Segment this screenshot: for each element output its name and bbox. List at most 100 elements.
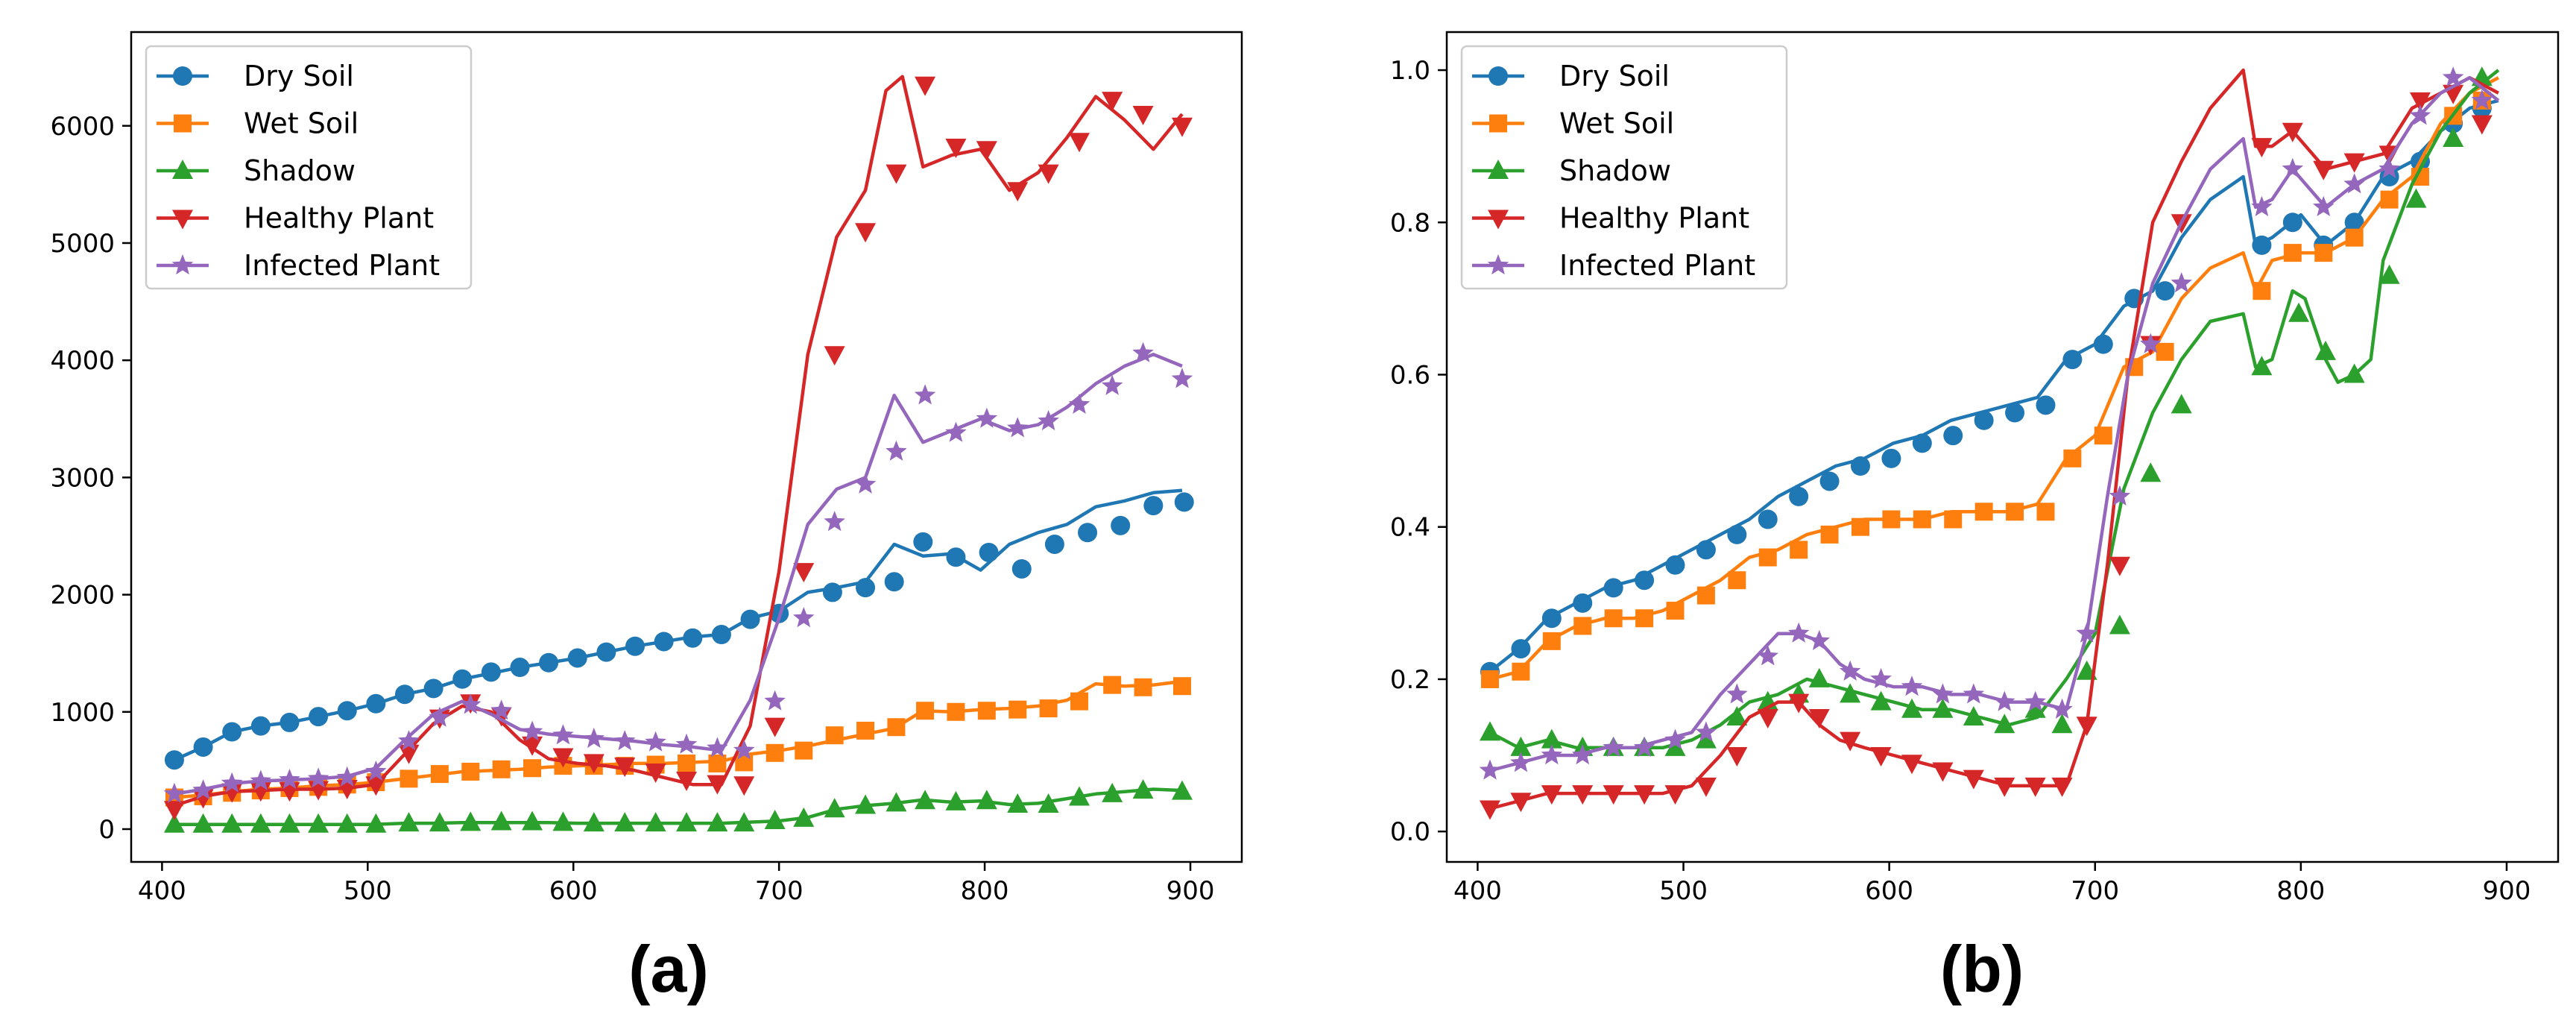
data-point-infected-plant [2251, 195, 2273, 216]
data-point-wet-soil [1944, 510, 1963, 529]
data-point-healthy-plant [2024, 777, 2046, 797]
data-point-wet-soil [2314, 244, 2333, 262]
data-point-healthy-plant [1510, 793, 1532, 813]
data-point-infected-plant [365, 761, 387, 781]
data-point-infected-plant [824, 511, 845, 532]
data-point-shadow [490, 810, 512, 831]
data-point-wet-soil [1103, 676, 1122, 694]
data-point-wet-soil [735, 753, 754, 772]
plot-area [163, 75, 1194, 833]
data-point-healthy-plant [733, 776, 755, 796]
data-point-wet-soil [1635, 609, 1654, 628]
y-tick-label: 6000 [50, 112, 115, 142]
data-point-healthy-plant [945, 139, 967, 159]
data-point-shadow [915, 790, 936, 810]
data-point-infected-plant [552, 724, 574, 745]
data-point-shadow [1901, 698, 1923, 718]
data-point-healthy-plant [1664, 785, 1686, 805]
data-point-wet-soil [1851, 517, 1869, 536]
x-tick-label: 600 [549, 876, 598, 906]
data-point-healthy-plant [583, 754, 604, 774]
panel-a: 400 500 600 700 800 900 0 1000 2000 3000 4000 5000 6… [50, 31, 1243, 906]
data-point-wet-soil [1696, 586, 1715, 605]
data-point-shadow [1038, 793, 1059, 813]
data-point-infected-plant [645, 731, 666, 752]
data-point-infected-plant [1479, 759, 1501, 780]
legend-item-dry-soil: Dry Soil [157, 60, 354, 92]
data-point-infected-plant [854, 473, 877, 494]
data-point-dry-soil [1912, 433, 1932, 453]
data-point-dry-soil [2093, 334, 2113, 354]
data-point-healthy-plant [676, 771, 697, 791]
data-point-dry-soil [1850, 456, 1870, 476]
data-point-dry-soil [1011, 558, 1032, 579]
data-point-healthy-plant [1808, 708, 1830, 728]
data-point-shadow [1840, 683, 1861, 703]
data-point-shadow [192, 813, 214, 833]
data-point-infected-plant [398, 730, 420, 751]
data-point-infected-plant [733, 739, 755, 760]
legend-item-healthy-plant: Healthy Plant [1472, 202, 1749, 235]
data-point-dry-soil [510, 658, 530, 678]
data-point-shadow [279, 813, 300, 833]
data-point-wet-soil [1512, 662, 1530, 681]
data-point-healthy-plant [1901, 755, 1923, 775]
data-point-wet-soil [1728, 571, 1746, 590]
data-point-dry-soil [2344, 212, 2364, 233]
data-point-infected-plant [336, 766, 358, 787]
data-point-healthy-plant [398, 744, 420, 764]
data-point-dry-soil [1727, 524, 1747, 544]
data-point-shadow [707, 812, 728, 832]
data-point-infected-plant [2442, 66, 2464, 87]
data-point-healthy-plant [915, 76, 936, 96]
data-point-healthy-plant [1007, 182, 1029, 202]
data-point-dry-soil [2252, 235, 2272, 255]
data-point-wet-soil [2063, 449, 2082, 468]
data-point-dry-soil [567, 648, 587, 668]
data-point-shadow [1132, 779, 1154, 799]
data-point-shadow [2171, 394, 2192, 414]
data-point-healthy-plant [2051, 777, 2073, 797]
data-point-healthy-plant [1634, 785, 1655, 805]
data-point-dry-soil [2036, 395, 2056, 415]
data-point-dry-soil [394, 684, 414, 705]
data-point-healthy-plant [552, 748, 574, 768]
data-point-healthy-plant [614, 758, 636, 778]
legend-item-wet-soil: Wet Soil [157, 107, 359, 140]
data-point-infected-plant [1901, 676, 1923, 696]
panel-b: 400 500 600 700 800 900 0.0 0.2 0.4 0.6 0.8 1.0 Dry … [1390, 31, 2560, 906]
data-point-wet-soil [825, 726, 844, 745]
data-point-healthy-plant [2109, 556, 2130, 576]
legend-label: Wet Soil [1559, 107, 1674, 140]
data-point-dry-soil [1635, 570, 1655, 591]
data-point-wet-soil [1573, 617, 1592, 635]
data-point-dry-soil [309, 707, 329, 727]
data-point-dry-soil [250, 716, 271, 736]
data-point-infected-plant [583, 727, 605, 749]
data-point-shadow [2378, 264, 2400, 284]
x-tick-label: 400 [138, 876, 186, 906]
data-point-dry-soil [1819, 471, 1840, 491]
data-point-infected-plant [2471, 89, 2493, 110]
data-point-infected-plant [1603, 736, 1624, 757]
data-point-shadow [945, 790, 967, 810]
data-point-infected-plant [2140, 333, 2162, 353]
data-point-shadow [1171, 780, 1193, 800]
data-point-healthy-plant [2282, 122, 2303, 142]
data-point-shadow [2343, 363, 2365, 383]
data-point-shadow [2405, 188, 2427, 208]
y-tick-label: 0.2 [1390, 665, 1430, 695]
y-tick-label: 5000 [50, 229, 115, 259]
data-point-dry-soil [654, 632, 674, 652]
panel-label-b: (b) [1940, 932, 2024, 1006]
data-point-shadow [398, 812, 420, 832]
data-point-dry-soil [539, 652, 559, 673]
legend-item-wet-soil: Wet Soil [1472, 107, 1674, 140]
x-tick-label: 900 [2483, 876, 2531, 906]
data-point-healthy-plant [793, 563, 815, 583]
data-point-infected-plant [2282, 157, 2304, 178]
data-point-shadow [2024, 698, 2046, 718]
axes-frame [130, 31, 1243, 863]
data-point-dry-soil [1789, 486, 1809, 506]
data-point-infected-plant [1932, 683, 1954, 704]
